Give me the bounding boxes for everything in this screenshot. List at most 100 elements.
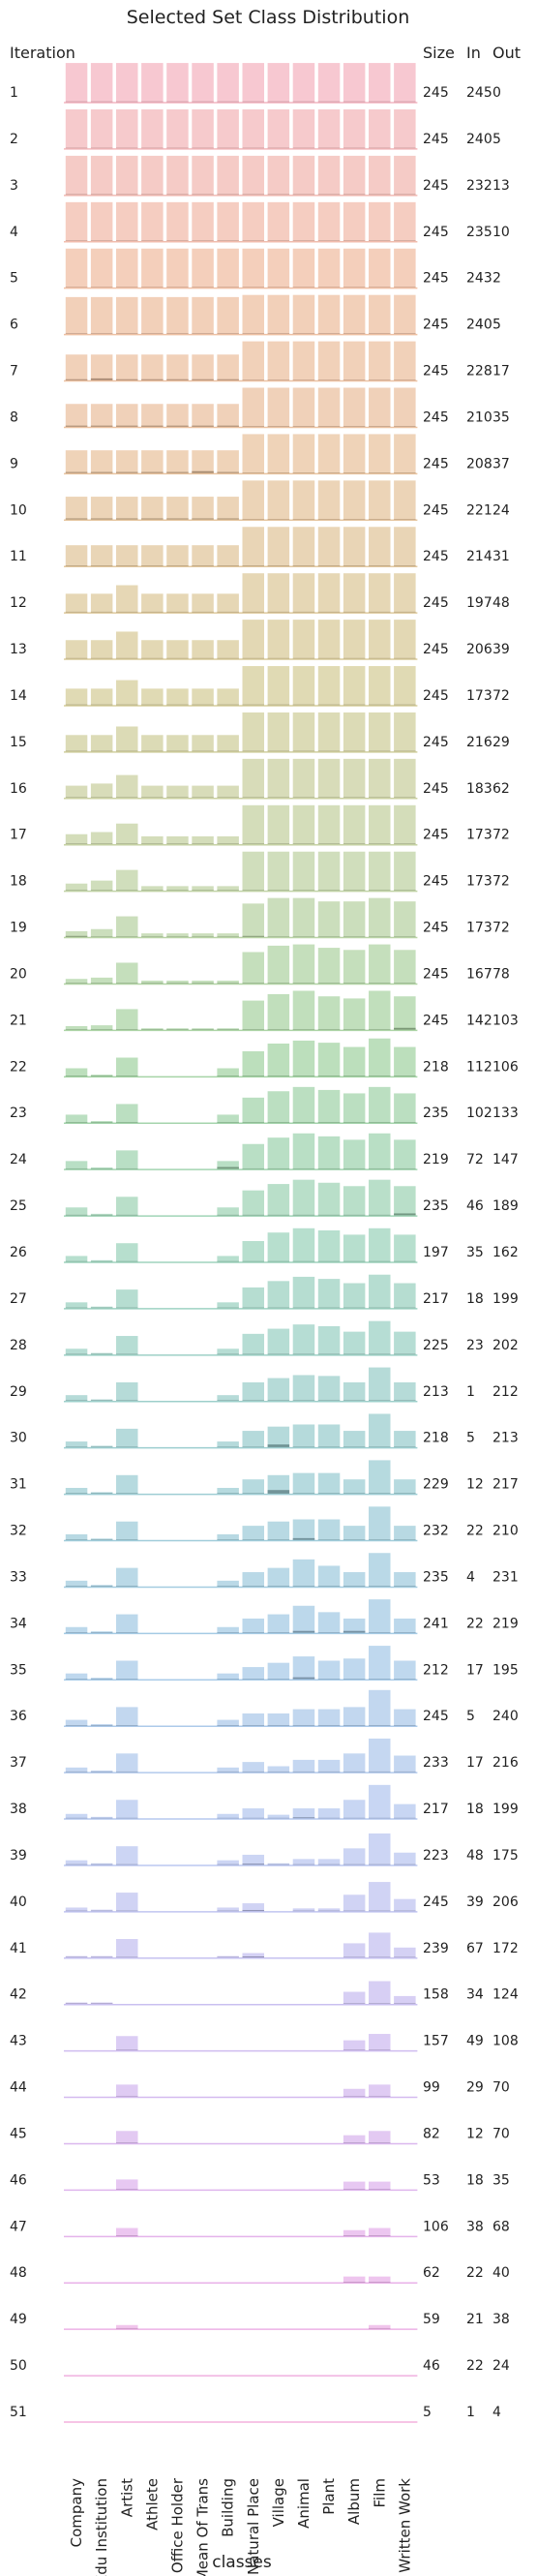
bar [65, 1580, 88, 1588]
iteration-label: 22 [10, 1059, 27, 1075]
bar [343, 527, 366, 567]
bar [343, 1234, 366, 1262]
in-value: 5 [466, 1709, 475, 1724]
bar [343, 1894, 366, 1912]
iteration-rows: 1 245 245 02 245 240 53 245 232 134 245 235 105 245 24… [10, 63, 519, 2423]
bar [65, 545, 88, 567]
in-value: 21 [466, 2312, 484, 2327]
bar [369, 2324, 391, 2330]
bar [292, 666, 315, 706]
bar [141, 980, 164, 985]
iteration-label: 41 [10, 1941, 27, 1956]
iteration-label: 18 [10, 874, 27, 890]
bar [267, 480, 290, 521]
bar [394, 341, 416, 381]
bar-mark [394, 1027, 416, 1031]
bar [242, 155, 264, 196]
bar [65, 155, 88, 196]
bar [267, 804, 290, 845]
size-value: 241 [423, 1616, 449, 1631]
size-value: 218 [423, 1059, 449, 1075]
bar [65, 1767, 88, 1773]
bar [65, 109, 88, 149]
out-value: 106 [492, 1059, 519, 1075]
bar [267, 994, 290, 1031]
bar [242, 1000, 264, 1031]
bar [116, 962, 138, 985]
bar [217, 497, 239, 521]
bar [267, 1378, 290, 1402]
bar [343, 1431, 366, 1448]
bar [242, 1953, 264, 1958]
bar [166, 785, 189, 799]
size-value: 46 [423, 2358, 440, 2374]
bar [369, 1179, 391, 1217]
size-value: 245 [423, 874, 449, 890]
x-tick-label: Album [345, 2478, 363, 2525]
bar [267, 1232, 290, 1262]
bar [343, 1572, 366, 1588]
bar [116, 1243, 138, 1262]
bar [267, 1662, 290, 1681]
bar [317, 1612, 341, 1634]
bar [65, 63, 88, 103]
in-value: 208 [466, 456, 492, 471]
bar [242, 341, 264, 381]
size-value: 62 [423, 2265, 440, 2281]
bar [267, 1328, 290, 1355]
bar [317, 434, 341, 474]
bar [292, 851, 315, 892]
bar [317, 712, 341, 752]
in-value: 240 [466, 318, 492, 333]
bar [90, 497, 113, 521]
in-value: 38 [466, 2219, 484, 2234]
bar [317, 109, 341, 149]
bar [369, 480, 391, 521]
bar [292, 294, 315, 335]
in-value: 46 [466, 1198, 484, 1214]
bar [242, 109, 264, 149]
bar [292, 1179, 315, 1217]
out-value: 240 [492, 1709, 519, 1724]
bar [394, 1947, 416, 1958]
size-value: 106 [423, 2219, 449, 2234]
bar [141, 248, 164, 288]
bar [343, 387, 366, 428]
in-value: 216 [466, 735, 492, 750]
iteration-label: 35 [10, 1662, 27, 1678]
bar [267, 387, 290, 428]
size-value: 245 [423, 85, 449, 101]
bar [217, 109, 239, 149]
iteration-row: 38 217 18 199 [10, 1784, 519, 1820]
iteration-label: 25 [10, 1198, 27, 1214]
bar [166, 63, 189, 103]
bar [317, 996, 341, 1031]
bar [292, 248, 315, 288]
bar [267, 63, 290, 103]
x-tick-label: Office Holder [168, 2477, 186, 2573]
bar [343, 1186, 366, 1217]
iteration-label: 9 [10, 456, 18, 471]
bar [292, 109, 315, 149]
bar [141, 404, 164, 428]
bar [343, 248, 366, 288]
out-value: 195 [492, 1662, 519, 1678]
bar-mark [65, 471, 88, 474]
bar [317, 63, 341, 103]
in-value: 12 [466, 1477, 484, 1493]
bar [394, 1803, 416, 1820]
iteration-row: 23 235 102 133 [10, 1086, 519, 1124]
x-tick-label: Village [270, 2478, 287, 2527]
iteration-row: 48 62 22 40 [10, 2265, 510, 2284]
in-value: 221 [466, 502, 492, 518]
size-value: 245 [423, 225, 449, 240]
bar [369, 1086, 391, 1124]
bar [267, 294, 290, 335]
bar [292, 990, 315, 1031]
bar [343, 1093, 366, 1124]
bar [242, 1097, 264, 1124]
bar [65, 1395, 88, 1402]
bar [90, 404, 113, 428]
iteration-label: 33 [10, 1569, 27, 1585]
bar [292, 1559, 315, 1588]
